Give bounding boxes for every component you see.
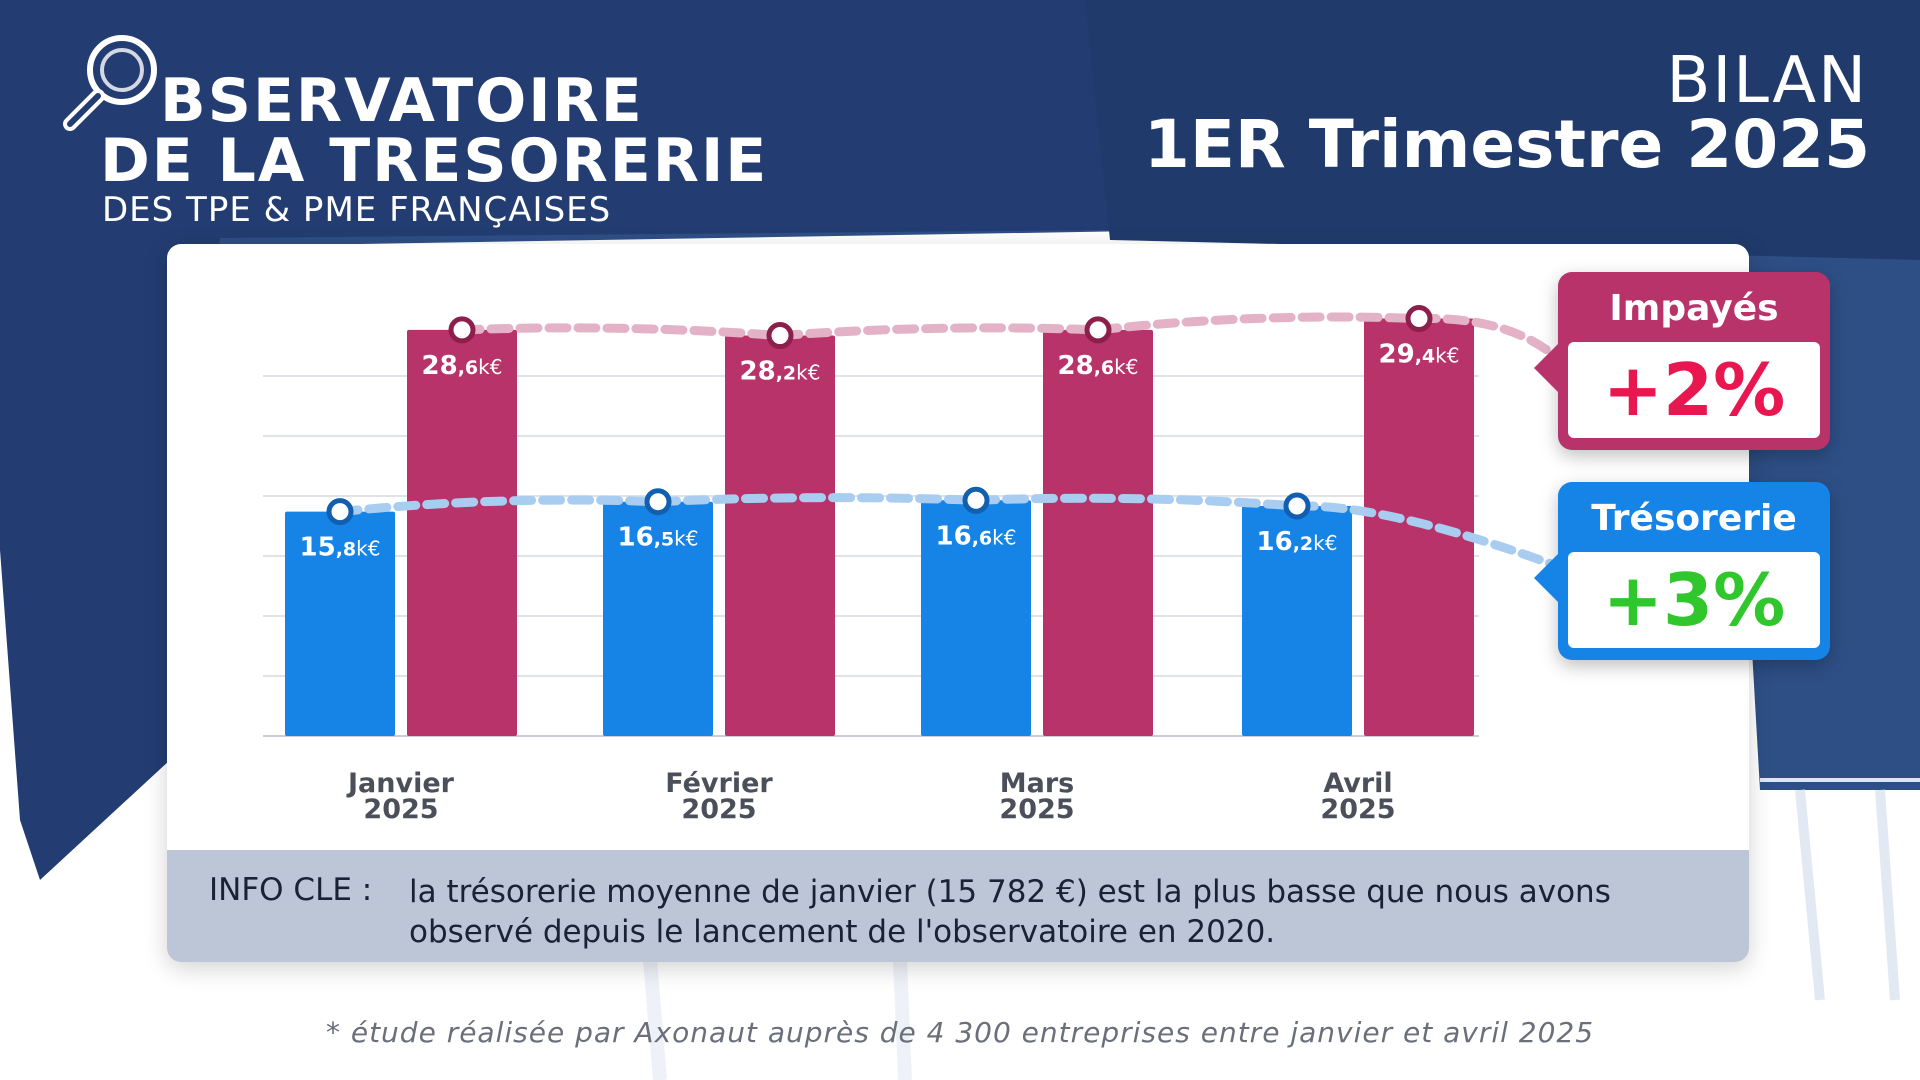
tresorerie-callout-title: Trésorerie	[1591, 498, 1797, 539]
tresorerie-marker-2	[644, 488, 672, 516]
value-label-part: k€	[1313, 531, 1337, 555]
brand-line-1: BSERVATOIRE	[160, 66, 644, 136]
impayes-value-label-4: 29,4k€	[1379, 340, 1460, 370]
value-label-part: k€	[796, 361, 820, 385]
brand-line-2: DE LA TRESORERIE	[100, 126, 769, 196]
impayes-callout-box: +2%	[1568, 342, 1820, 438]
tresorerie-callout-box: +3%	[1568, 552, 1820, 648]
value-label-part: ,4	[1415, 346, 1435, 368]
magnifier-icon	[63, 35, 157, 131]
impayes-callout: Impayés +2%	[1534, 272, 1830, 450]
key-info-bar: INFO CLE : la trésorerie moyenne de janv…	[167, 850, 1749, 962]
value-label-part: k€	[356, 537, 380, 561]
impayes-callout-title: Impayés	[1609, 288, 1779, 329]
impayes-marker-1	[448, 316, 476, 344]
value-label-part: 16	[618, 523, 654, 553]
category-label-1-line-2: 2025	[363, 794, 438, 825]
callout-pointer	[1534, 552, 1560, 604]
category-label-2-line-2: 2025	[681, 794, 756, 825]
brand-line-3: DES TPE & PME FRANÇAISES	[102, 190, 612, 230]
value-label-part: 29	[1379, 340, 1415, 370]
value-label-part: 28	[740, 357, 776, 387]
tresorerie-callout: Trésorerie +3%	[1534, 482, 1830, 660]
tresorerie-marker-1	[326, 498, 354, 526]
tresorerie-change-value: +3%	[1602, 558, 1786, 642]
impayes-bar-2	[725, 335, 835, 736]
value-label-part: 28	[422, 351, 458, 381]
tresorerie-bar-1	[285, 511, 395, 736]
bar-chart: 15,8k€ 16,5k€ 16,6k€ 16,2k€28,6k€ 28,2k€ 28,6…	[263, 305, 1562, 825]
value-label-part: ,6	[458, 357, 478, 379]
value-label-part: 16	[936, 521, 972, 551]
tresorerie-bar-4	[1242, 505, 1352, 736]
value-label-part: 15	[300, 533, 336, 563]
tresorerie-bar-3	[921, 500, 1031, 736]
report-period: 1ER Trimestre 2025	[1143, 106, 1870, 183]
tresorerie-value-label-1: 15,8k€	[300, 533, 381, 563]
footnote: * étude réalisée par Axonaut auprès de 4…	[325, 1016, 1595, 1049]
impayes-bar-3	[1043, 329, 1153, 736]
value-label-part: ,6	[972, 527, 992, 549]
category-label-4-line-2: 2025	[1320, 794, 1395, 825]
impayes-value-label-1: 28,6k€	[422, 351, 503, 381]
tresorerie-marker-4	[1283, 492, 1311, 520]
value-label-part: k€	[1114, 355, 1138, 379]
value-label-part: k€	[1435, 344, 1459, 368]
value-label-part: 28	[1058, 351, 1094, 381]
category-label-2-line-1: Février	[665, 768, 773, 799]
callout-pointer	[1534, 342, 1560, 394]
tresorerie-value-label-4: 16,2k€	[1257, 527, 1338, 557]
impayes-bar-1	[407, 329, 517, 736]
category-label-3-line-2: 2025	[999, 794, 1074, 825]
impayes-marker-2	[766, 322, 794, 350]
key-info-text: la trésorerie moyenne de janvier (15 782…	[409, 874, 1611, 950]
impayes-value-label-3: 28,6k€	[1058, 351, 1139, 381]
category-label-4-line-1: Avril	[1323, 768, 1392, 799]
value-label-part: k€	[478, 355, 502, 379]
value-label-part: ,2	[776, 363, 796, 385]
brand-logo: BSERVATOIRE DE LA TRESORERIE DES TPE & P…	[60, 30, 820, 230]
value-label-part: ,6	[1094, 357, 1114, 379]
category-label-3-line-1: Mars	[1000, 768, 1074, 799]
impayes-marker-3	[1084, 316, 1112, 344]
value-label-part: k€	[674, 527, 698, 551]
tresorerie-value-label-3: 16,6k€	[936, 521, 1017, 551]
tresorerie-marker-3	[962, 486, 990, 514]
impayes-trend-line	[457, 312, 1562, 363]
tresorerie-bar-2	[603, 501, 713, 736]
value-label-part: ,5	[654, 529, 674, 551]
chart-card: 15,8k€ 16,5k€ 16,6k€ 16,2k€ 28,6k€ 28,2k€ 28,6…	[167, 244, 1749, 962]
value-label-part: 16	[1257, 527, 1293, 557]
value-label-part: ,8	[336, 539, 356, 561]
impayes-change-value: +2%	[1602, 348, 1786, 432]
impayes-value-label-2: 28,2k€	[740, 357, 821, 387]
value-label-part: ,2	[1293, 533, 1313, 555]
category-label-1-line-1: Janvier	[346, 768, 455, 799]
report-title: BILAN	[1666, 44, 1868, 118]
value-label-part: k€	[992, 525, 1016, 549]
impayes-marker-4	[1405, 305, 1433, 333]
tresorerie-value-label-2: 16,5k€	[618, 523, 699, 553]
key-info-label: INFO CLE :	[209, 872, 373, 908]
